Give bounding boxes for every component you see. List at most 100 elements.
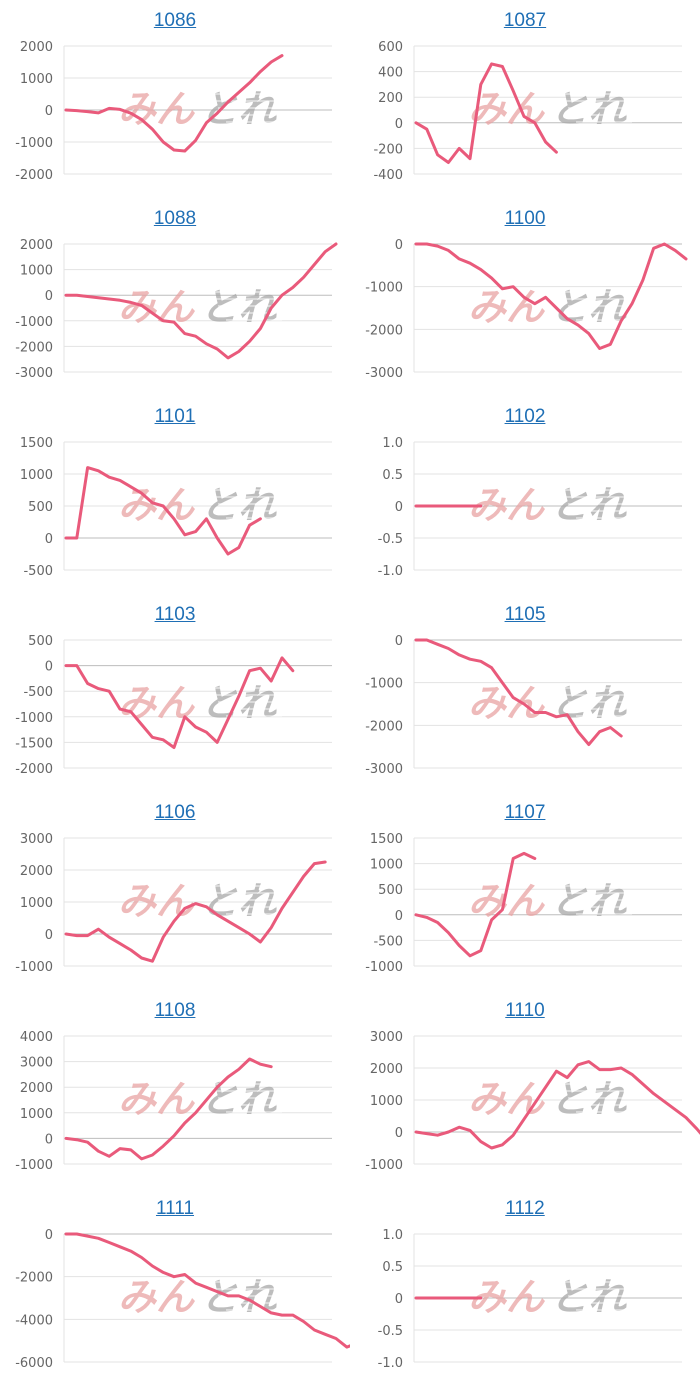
- y-tick-label: -1000: [365, 1158, 403, 1173]
- y-tick-label: 0: [45, 289, 53, 304]
- y-tick-label: 500: [378, 883, 403, 898]
- y-tick-label: 1.0: [382, 436, 403, 451]
- chart-1107: 1107 1500 1000 500 0 -500 -1000 みん とれ: [350, 792, 700, 990]
- watermark-logo: みん とれ: [118, 87, 282, 131]
- y-tick-label: -2000: [15, 762, 53, 777]
- y-tick-label: 0: [45, 928, 53, 943]
- chart-1106: 1106 3000 2000 1000 0 -1000 みん とれ: [0, 792, 350, 990]
- chart-title-link[interactable]: 1101: [154, 406, 196, 427]
- y-tick-label: 2000: [20, 1081, 53, 1096]
- watermark-logo: みん とれ: [468, 285, 632, 329]
- watermark-logo: みん とれ: [118, 681, 282, 725]
- chart-title-link[interactable]: 1111: [155, 1198, 195, 1219]
- watermark-logo: みん とれ: [468, 87, 632, 131]
- series-line: [414, 242, 688, 350]
- y-tick-label: -1000: [15, 711, 53, 726]
- chart-1088: 1088 2000 1000 0 -1000 -2000 -3000 みん とれ: [0, 198, 350, 396]
- chart-1100: 1100 0 -1000 -2000 -3000 みん とれ: [350, 198, 700, 396]
- series-line: [414, 1060, 700, 1150]
- y-tick-label: 2000: [20, 238, 53, 253]
- svg-text:みん: みん: [118, 681, 195, 725]
- y-tick-label: 1000: [20, 264, 53, 279]
- chart-1087: 1087 600 400 200 0 -200 -400 みん とれ: [350, 0, 700, 198]
- watermark-logo: みん とれ: [468, 879, 632, 923]
- chart-title-link[interactable]: 1100: [504, 208, 546, 229]
- y-tick-label: -1000: [365, 960, 403, 975]
- series-line: [414, 62, 558, 164]
- series-line: [64, 1057, 273, 1161]
- chart-plot: 4000 3000 2000 1000 0 -1000 みん とれ: [15, 1030, 332, 1173]
- y-tick-label: 2000: [20, 40, 53, 55]
- y-tick-label: 500: [28, 634, 53, 649]
- y-tick-label: -500: [23, 685, 53, 700]
- y-tick-label: 0.5: [382, 1260, 403, 1275]
- chart-title-link[interactable]: 1103: [154, 604, 196, 625]
- y-tick-label: 1000: [20, 72, 53, 87]
- series-line: [414, 638, 623, 746]
- svg-text:みん: みん: [118, 285, 195, 329]
- y-tick-label: -2000: [15, 168, 53, 183]
- y-tick-label: 0: [395, 909, 403, 924]
- chart-title-link[interactable]: 1108: [154, 1000, 196, 1021]
- y-tick-label: 0: [45, 1228, 53, 1243]
- y-tick-label: 1000: [20, 896, 53, 911]
- y-tick-label: 0.5: [382, 468, 403, 483]
- y-tick-label: -0.5: [378, 1324, 403, 1339]
- chart-plot: 1500 1000 500 0 -500 -1000 みん とれ: [365, 832, 682, 975]
- svg-text:みん: みん: [118, 1077, 195, 1121]
- y-tick-label: -2000: [15, 340, 53, 355]
- chart-1102: 1102 1.0 0.5 0 -0.5 -1.0 みん とれ: [350, 396, 700, 594]
- chart-title-link[interactable]: 1105: [504, 604, 546, 625]
- series-line: [414, 851, 537, 958]
- svg-text:みん: みん: [118, 87, 195, 131]
- chart-plot: 1.0 0.5 0 -0.5 -1.0 みん とれ: [378, 436, 682, 579]
- chart-1101: 1101 1500 1000 500 0 -500 みん とれ: [0, 396, 350, 594]
- y-tick-label: -500: [23, 564, 53, 579]
- chart-title-link[interactable]: 1106: [154, 802, 196, 823]
- y-tick-label: -0.5: [378, 532, 403, 547]
- y-tick-label: 0: [395, 117, 403, 132]
- y-tick-label: 2000: [20, 864, 53, 879]
- y-tick-label: 1000: [370, 1094, 403, 1109]
- series-line: [64, 466, 262, 556]
- svg-text:みん: みん: [118, 879, 195, 923]
- y-tick-label: -1000: [365, 281, 403, 296]
- chart-1108: 1108 4000 3000 2000 1000 0 -1000 みん とれ: [0, 990, 350, 1188]
- y-tick-label: 400: [378, 66, 403, 81]
- y-tick-label: 1000: [20, 1107, 53, 1122]
- svg-text:みん: みん: [468, 285, 545, 329]
- series-line: [64, 1232, 350, 1349]
- y-tick-label: -400: [373, 168, 403, 183]
- y-tick-label: 0: [45, 1132, 53, 1147]
- y-tick-label: -500: [373, 934, 403, 949]
- y-tick-label: 500: [28, 500, 53, 515]
- watermark-logo: みん とれ: [118, 879, 282, 923]
- y-tick-label: 4000: [20, 1030, 53, 1045]
- svg-text:みん: みん: [118, 1275, 195, 1319]
- chart-title-link[interactable]: 1102: [504, 406, 546, 427]
- y-tick-label: 2000: [370, 1062, 403, 1077]
- chart-plot: 600 400 200 0 -200 -400 みん とれ: [373, 40, 682, 183]
- chart-1086: 1086 2000 1000 0 -1000 -2000 みん とれ: [0, 0, 350, 198]
- chart-title-link[interactable]: 1112: [505, 1198, 545, 1219]
- chart-title-link[interactable]: 1107: [504, 802, 546, 823]
- y-tick-label: 0: [45, 532, 53, 547]
- y-tick-label: 1000: [370, 858, 403, 873]
- y-tick-label: -2000: [365, 323, 403, 338]
- chart-plot: 0 -2000 -4000 -6000 みん とれ: [15, 1228, 350, 1371]
- watermark-logo: みん とれ: [118, 1077, 282, 1121]
- chart-1111: 1111 0 -2000 -4000 -6000 みん とれ: [0, 1188, 350, 1386]
- series-line: [64, 242, 338, 360]
- chart-title-link[interactable]: 1088: [153, 208, 197, 229]
- y-tick-label: -1.0: [378, 1356, 403, 1371]
- y-tick-label: -3000: [15, 366, 53, 381]
- y-tick-label: 1.0: [382, 1228, 403, 1243]
- chart-title-link[interactable]: 1087: [503, 10, 547, 31]
- watermark-logo: みん とれ: [468, 1275, 632, 1319]
- chart-title-link[interactable]: 1086: [153, 10, 197, 31]
- chart-title-link[interactable]: 1110: [505, 1000, 545, 1021]
- chart-1103: 1103 500 0 -500 -1000 -1500 -2000 みん とれ: [0, 594, 350, 792]
